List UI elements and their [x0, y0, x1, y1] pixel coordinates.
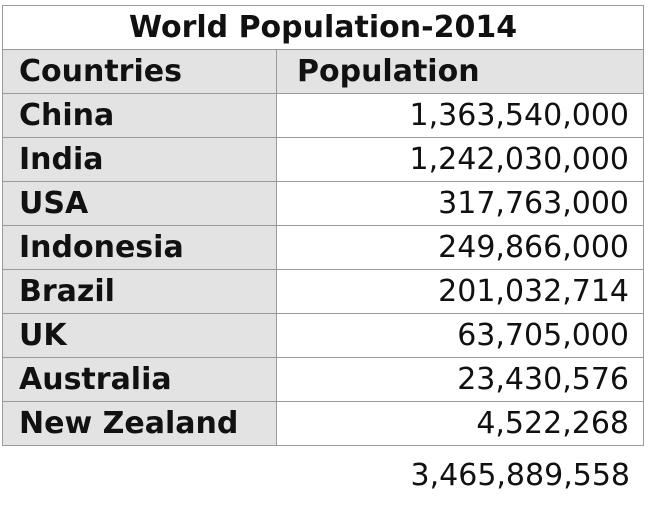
population-cell: 23,430,576 — [276, 357, 644, 402]
table-row: USA 317,763,000 — [2, 181, 644, 226]
header-countries: Countries — [2, 49, 277, 94]
population-cell: 1,363,540,000 — [276, 93, 644, 138]
header-population: Population — [276, 49, 644, 94]
country-cell: UK — [2, 313, 277, 358]
header-row: Countries Population — [2, 49, 644, 94]
table-row: China 1,363,540,000 — [2, 93, 644, 138]
population-cell: 317,763,000 — [276, 181, 644, 226]
population-cell: 4,522,268 — [276, 401, 644, 446]
population-total: 3,465,889,558 — [410, 457, 630, 493]
population-cell: 1,242,030,000 — [276, 137, 644, 182]
country-cell: China — [2, 93, 277, 138]
table-title: World Population-2014 — [2, 5, 644, 50]
table-row: Australia 23,430,576 — [2, 357, 644, 402]
population-cell: 201,032,714 — [276, 269, 644, 314]
country-cell: Australia — [2, 357, 277, 402]
population-cell: 249,866,000 — [276, 225, 644, 270]
table-row: India 1,242,030,000 — [2, 137, 644, 182]
table-row: Indonesia 249,866,000 — [2, 225, 644, 270]
table-row: Brazil 201,032,714 — [2, 269, 644, 314]
table-row: New Zealand 4,522,268 — [2, 401, 644, 446]
population-cell: 63,705,000 — [276, 313, 644, 358]
country-cell: India — [2, 137, 277, 182]
country-cell: New Zealand — [2, 401, 277, 446]
table-row: UK 63,705,000 — [2, 313, 644, 358]
country-cell: USA — [2, 181, 277, 226]
country-cell: Brazil — [2, 269, 277, 314]
country-cell: Indonesia — [2, 225, 277, 270]
